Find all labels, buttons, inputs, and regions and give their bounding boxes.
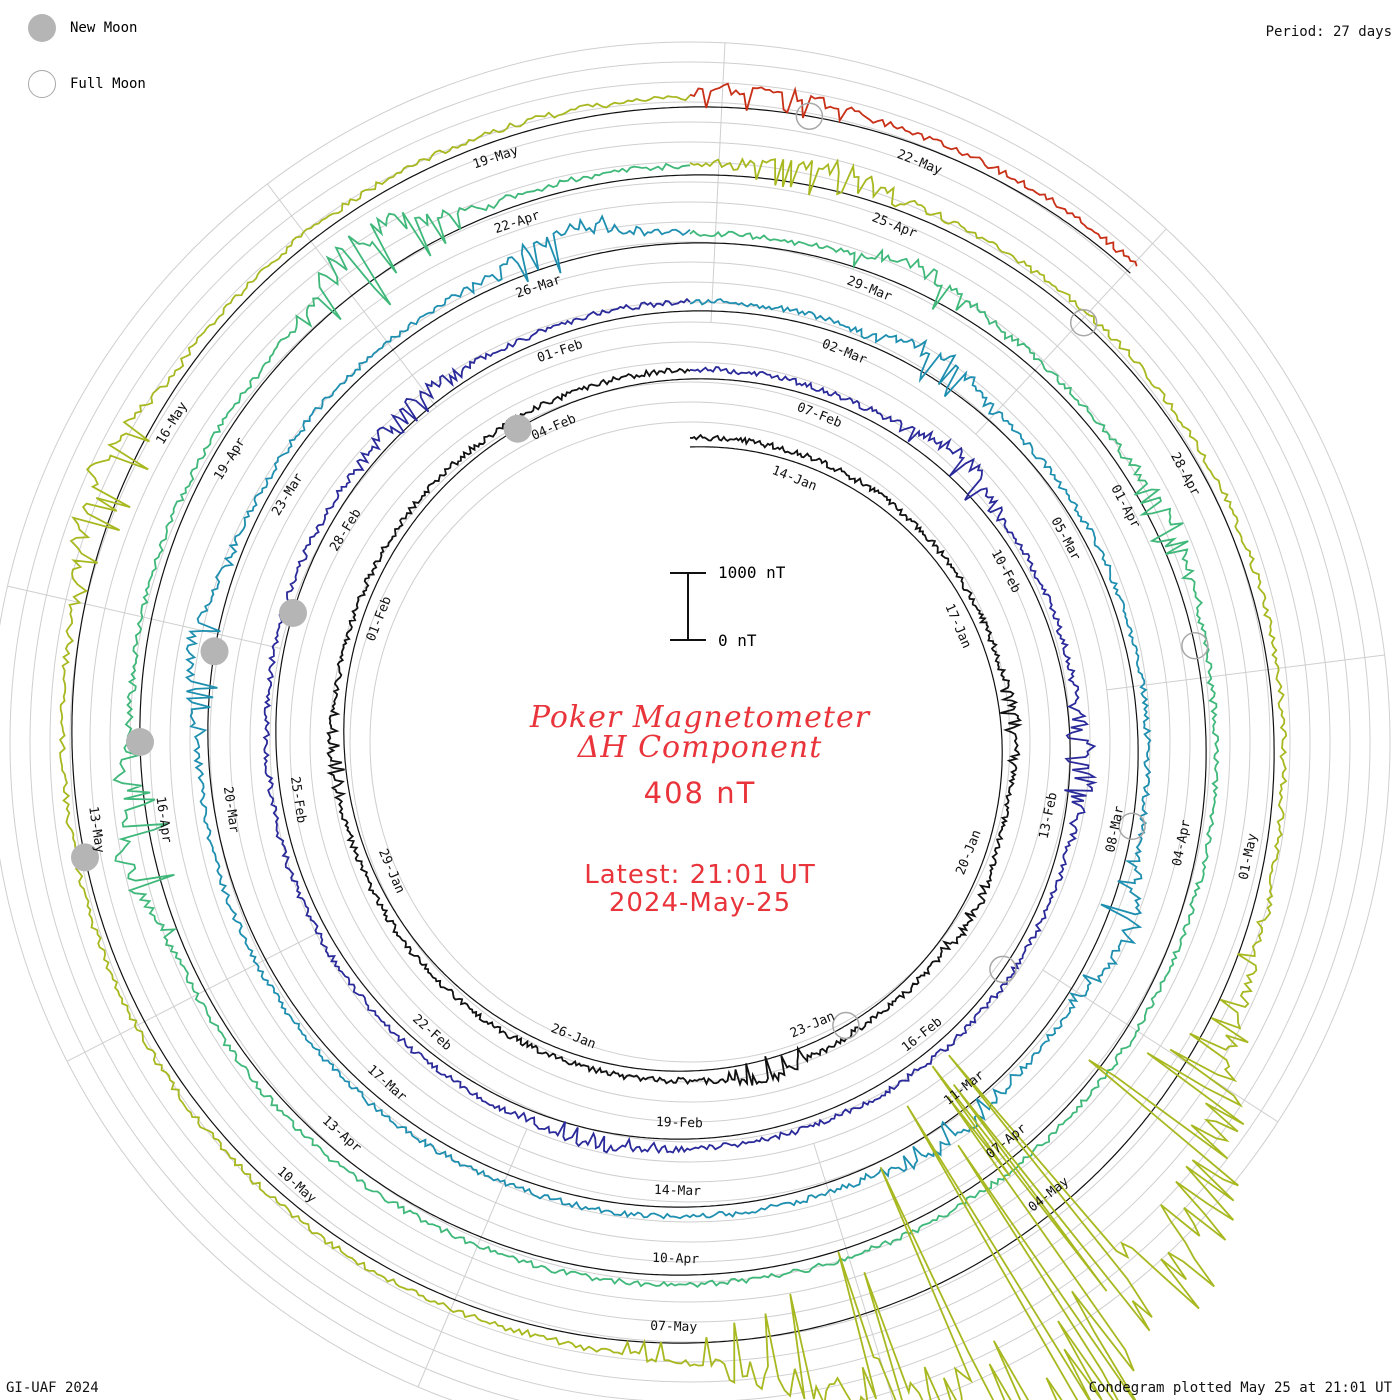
grid-circle [29,81,1351,1400]
date-tick-label: 29-Jan [375,847,407,896]
magnetometer-traces [58,82,1288,1400]
grid-circle [69,121,1311,1363]
legend-full-moon: Full Moon [28,70,146,98]
grid-circle [109,161,1271,1323]
baseline-spiral [207,242,1139,1208]
date-tick-label: 16-May [154,399,191,447]
full-moon-marker [1118,812,1146,841]
full-moon-marker [1181,631,1209,660]
grid-spoke [7,585,281,649]
full-moon-marker [795,102,824,130]
baseline-spiral [139,174,1207,1276]
date-tick-label: 17-Mar [364,1062,409,1105]
legend-new-moon-label: New Moon [70,20,138,36]
date-tick-label: 07-May [650,1319,698,1335]
grid-circle [209,261,1171,1223]
trace-rotation-1 [326,367,1023,1088]
date-tick-label: 28-Feb [327,506,364,554]
current-value: 408 nT [643,776,757,810]
date-tick-label: 19-Feb [656,1115,704,1131]
date-tick-label: 17-Jan [941,602,973,651]
plotted-timestamp: Condegram plotted May 25 at 21:01 UT [1088,1380,1392,1396]
grid-circle [269,321,1111,1163]
credit-label: GI-UAF 2024 [6,1380,99,1396]
trace-rotation-2 [262,297,1098,1155]
date-tick-label: 05-Mar [1048,515,1084,564]
baseline-spiral [689,106,1131,274]
moon-phase-markers [71,102,1209,1040]
latest-date: 2024-May-25 [608,888,792,918]
grid-circles [0,41,1391,1400]
full-moon-icon [28,70,56,98]
date-tick-label: 16-Apr [152,795,174,844]
legend-new-moon: New Moon [28,14,137,42]
date-tick-label: 10-Apr [652,1251,700,1267]
new-moon-marker [71,843,99,872]
date-tick-label: 14-Mar [654,1183,702,1199]
grid-spoke [1106,654,1385,691]
date-tick-label: 23-Mar [269,471,306,519]
grid-spoke [813,1143,894,1400]
grid-circle [0,41,1391,1400]
date-tick-label: 16-Feb [899,1014,945,1055]
trace-rotation-4 [112,162,1220,1288]
grid-circle [289,341,1091,1143]
baseline-spiral [343,378,1003,1072]
full-moon-marker [832,1011,860,1040]
grid-circle [49,101,1331,1383]
full-moon-marker [989,955,1017,984]
date-tick-label: 28-Apr [1167,450,1203,499]
date-tick-label: 13-May [85,805,107,854]
new-moon-marker [279,599,307,627]
grid-circle [169,221,1211,1263]
new-moon-marker [200,637,229,666]
grid-spoke [66,933,317,1062]
date-tick-label: 01-May [1236,832,1260,881]
grid-circle [329,381,1051,1103]
date-tick-label: 10-May [274,1164,319,1207]
new-moon-marker [126,728,154,756]
grid-circle [349,401,1031,1083]
grid-circle [89,141,1291,1343]
new-moon-icon [28,14,56,42]
trace-rotation-6 [689,82,1138,267]
grid-circle [189,241,1191,1243]
grid-circle [369,421,1011,1063]
period-label: Period: 27 days [1265,24,1392,40]
date-tick-label: 13-Feb [1037,791,1061,840]
date-tick-label: 08-Mar [1103,805,1127,854]
baseline-spiral [275,310,1071,1140]
grid-circle [9,61,1371,1400]
date-tick-label: 25-Feb [287,776,309,825]
grid-spoke [710,42,726,323]
date-tick-label: 13-Apr [319,1113,364,1156]
chart-title: Poker Magnetometer [529,700,871,735]
date-tick-label: 23-Jan [788,1009,837,1041]
baseline-spiral [71,106,1275,1344]
chart-subtitle: ΔH Component [577,730,823,765]
trace-rotation-5 [58,94,1288,1400]
scale-bar-icon [670,572,706,641]
full-moon-marker [1069,308,1098,337]
scale-bar-top-label: 1000 nT [718,563,786,582]
latest-time: Latest: 21:01 UT [584,860,816,890]
grid-spoke [417,1128,528,1388]
new-moon-marker [503,414,532,443]
trace-rotation-3 [185,214,1152,1220]
date-tick-label: 01-Apr [1107,482,1143,531]
date-tick-label: 20-Mar [220,785,242,834]
legend-full-moon-label: Full Moon [70,76,146,92]
date-tick-label: 04-Apr [1170,818,1194,867]
scale-bar-bottom-label: 0 nT [718,631,757,650]
grid-spoke [975,228,1167,435]
